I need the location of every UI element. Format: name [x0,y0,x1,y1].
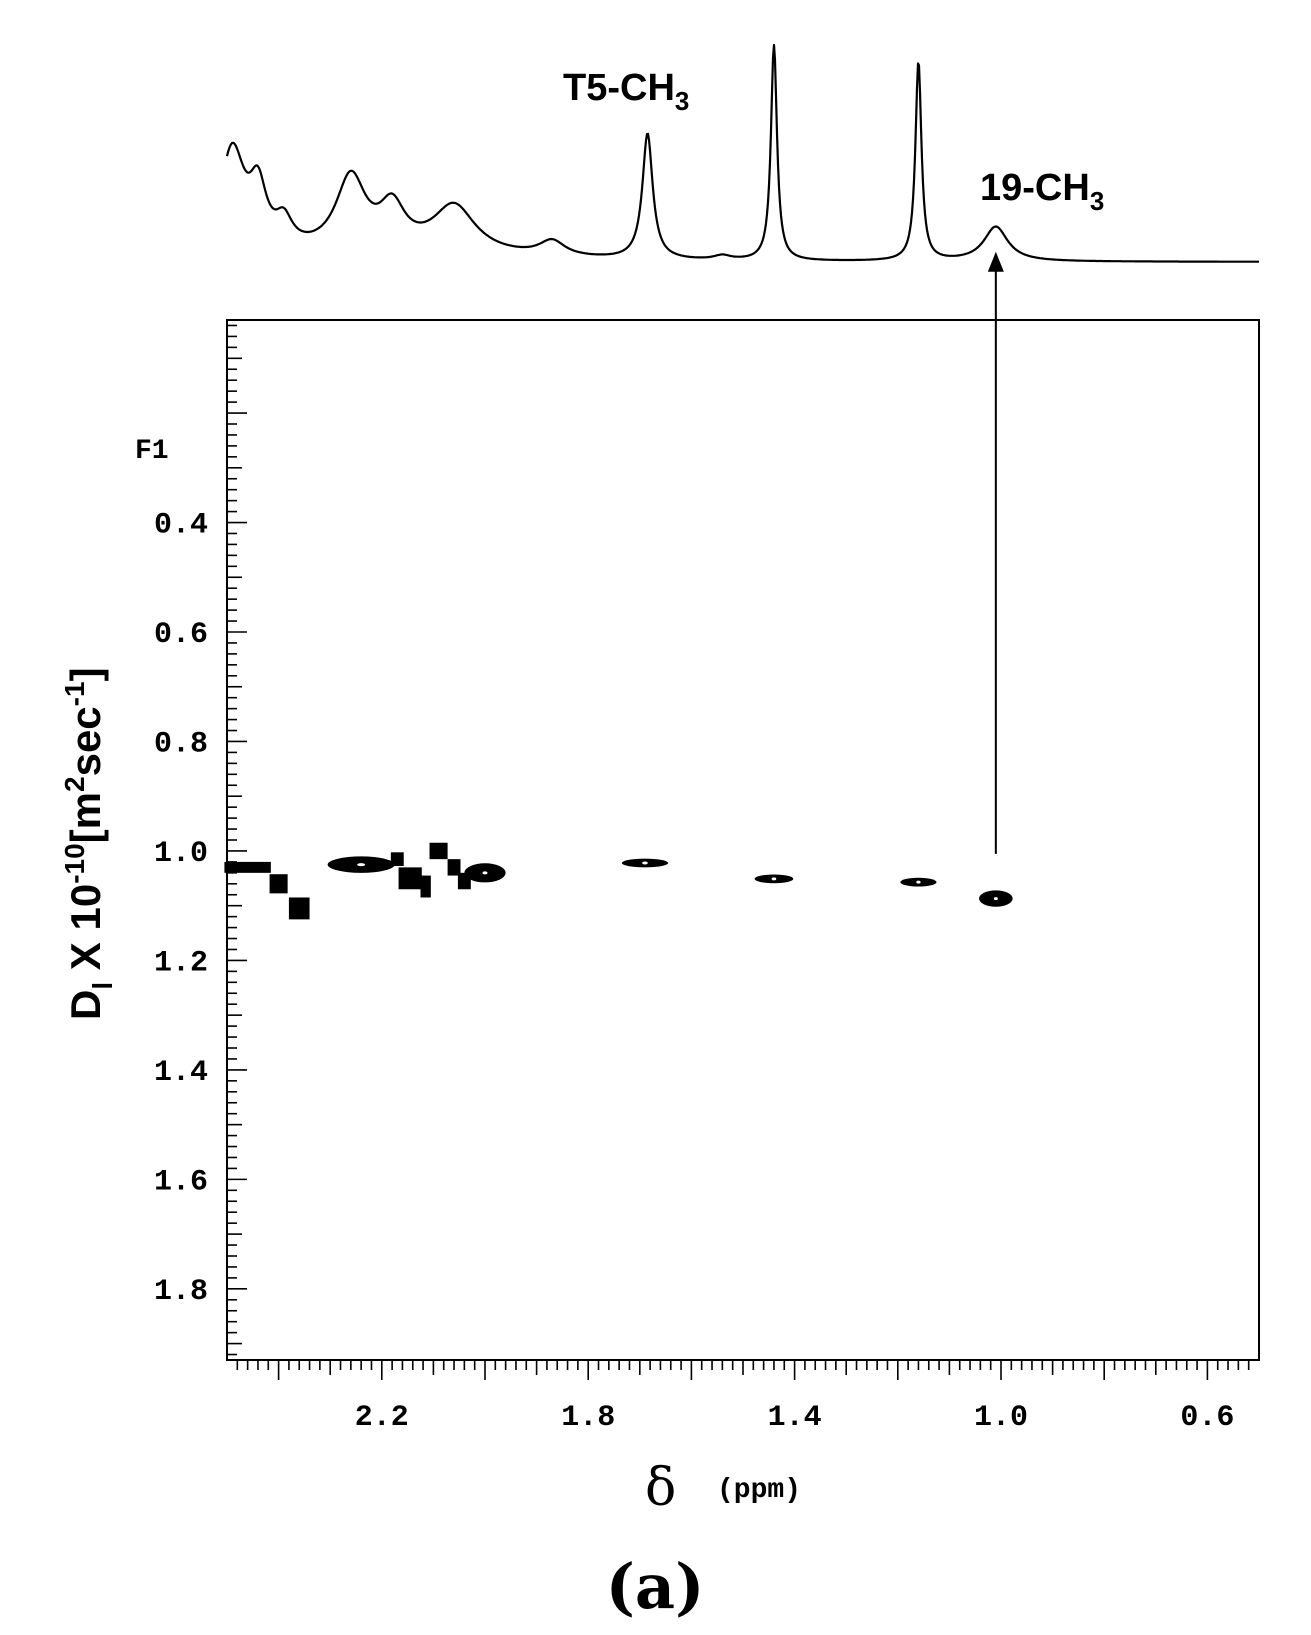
cross-peak-center [482,871,488,875]
y-axis-minor-ticks [227,324,247,1356]
y-axis-tick-labels: 0.4 0.6 0.8 1.0 1.2 1.4 1.6 1.8 [154,509,208,1309]
cross-peak [224,861,271,873]
cross-peaks [224,842,1013,920]
x-axis-unit: (ppm) [717,1475,801,1506]
x-axis-symbol: δ [645,1458,676,1518]
x-tick-label: 1.8 [561,1401,615,1435]
projection-spectrum [225,43,1260,263]
arrow-head [987,251,1004,272]
t5-ch3-label: T5-CH3 [563,67,689,116]
y-tick-label: 0.4 [154,509,208,543]
cross-peak-center [357,863,366,867]
cross-peak [398,867,422,890]
y-tick-label: 1.8 [154,1275,208,1309]
cross-peak [447,859,461,876]
y-tick-label: 1.6 [154,1165,208,1199]
x-tick-label: 1.0 [974,1401,1028,1435]
y-tick-label: 1.4 [154,1056,208,1090]
x-axis-minor-ticks [236,1360,1250,1380]
cross-peak [390,852,404,866]
spectrum-line [225,43,1260,263]
y-tick-label: 1.0 [154,837,208,871]
f1-axis-label: F1 [135,436,169,467]
plot-frame [226,319,1260,1361]
x-axis-tick-labels: 2.2 1.8 1.4 1.0 0.6 [355,1401,1235,1435]
cross-peak [429,842,448,860]
cross-peak-center [642,861,648,865]
y-tick-label: 0.6 [154,618,208,652]
x-tick-label: 0.6 [1180,1401,1234,1435]
x-tick-label: 1.4 [768,1401,822,1435]
y-tick-label: 0.8 [154,727,208,761]
cross-peak-center [993,897,998,901]
cross-peak [420,875,431,898]
cross-peak-center [771,877,777,881]
cross-peak-center [916,880,921,884]
panel-label: (a) [606,1550,705,1623]
19-ch3-label: 19-CH3 [980,167,1104,216]
y-axis-title: Dl X 10-10[m2sec-1] [59,667,118,1020]
cross-peak [269,874,288,894]
x-tick-label: 2.2 [355,1401,409,1435]
assignment-arrow [987,251,1004,854]
y-tick-label: 1.2 [154,946,208,980]
cross-peak [288,897,310,920]
